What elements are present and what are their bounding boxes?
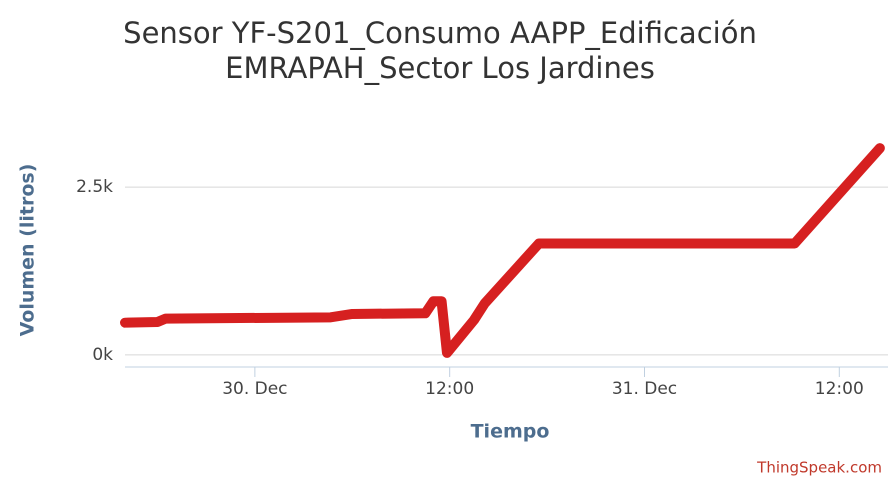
y-tick-label: 2.5k [76,177,113,197]
x-tick-label: 12:00 [425,379,474,399]
x-tick-label: 12:00 [815,379,864,399]
credit: ThingSpeak.com [756,459,882,477]
chart-title: Sensor YF-S201_Consumo AAPP_Edificación [123,16,757,50]
x-tick-label: 30. Dec [222,379,287,399]
chart-subtitle: EMRAPAH_Sector Los Jardines [225,51,655,85]
data-line [120,143,885,358]
y-axis-title: Volumen (litros) [17,164,39,337]
x-axis-title: Tiempo [471,421,550,443]
y-tick-label: 0k [92,345,113,365]
x-tick-label: 31. Dec [612,379,677,399]
